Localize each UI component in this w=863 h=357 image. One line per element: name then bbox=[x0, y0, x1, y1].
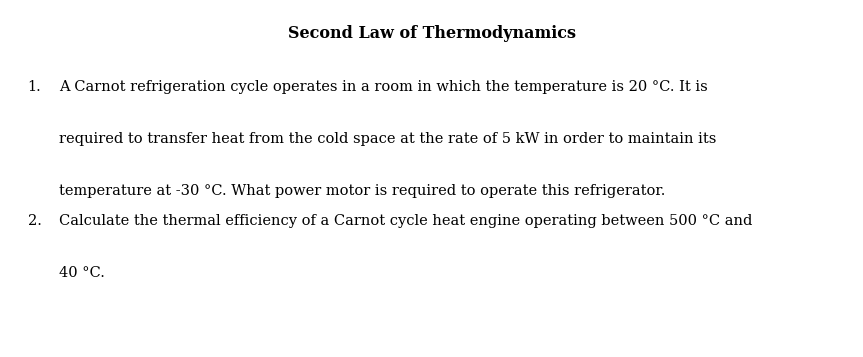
Text: A Carnot refrigeration cycle operates in a room in which the temperature is 20 °: A Carnot refrigeration cycle operates in… bbox=[59, 80, 708, 94]
Text: 2.: 2. bbox=[28, 214, 41, 228]
Text: Calculate the thermal efficiency of a Carnot cycle heat engine operating between: Calculate the thermal efficiency of a Ca… bbox=[59, 214, 752, 228]
Text: required to transfer heat from the cold space at the rate of 5 kW in order to ma: required to transfer heat from the cold … bbox=[59, 132, 716, 146]
Text: temperature at -30 °C. What power motor is required to operate this refrigerator: temperature at -30 °C. What power motor … bbox=[59, 184, 665, 198]
Text: 1.: 1. bbox=[28, 80, 41, 94]
Text: 40 °C.: 40 °C. bbox=[59, 266, 104, 280]
Text: Second Law of Thermodynamics: Second Law of Thermodynamics bbox=[287, 25, 576, 42]
